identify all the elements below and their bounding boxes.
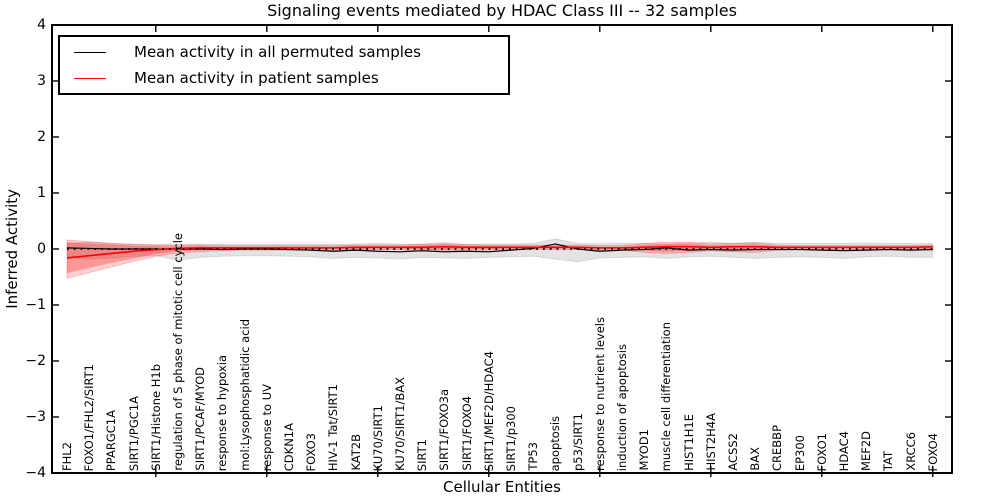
legend: Mean activity in all permuted samples Me… bbox=[58, 35, 510, 95]
x-tick-label: BAX bbox=[748, 447, 763, 471]
x-tick-label: FHL2 bbox=[60, 442, 74, 471]
y-tick-label: −3 bbox=[25, 409, 46, 425]
patient-line-swatch bbox=[74, 77, 106, 79]
x-tick-label: FOXO4 bbox=[925, 432, 940, 471]
x-tick-label: SIRT1/p300 bbox=[504, 405, 518, 471]
x-tick-label: ACSS2 bbox=[726, 433, 740, 471]
y-tick-label: 2 bbox=[37, 129, 46, 145]
x-tick-label: KU70/SIRT1 bbox=[370, 404, 385, 471]
x-tick-label: TP53 bbox=[526, 442, 541, 471]
x-tick-label: induction of apoptosis bbox=[615, 343, 629, 471]
y-tick-label: −1 bbox=[25, 297, 46, 313]
legend-label-permuted: Mean activity in all permuted samples bbox=[134, 42, 421, 61]
x-tick-label: HIST2H4A bbox=[703, 413, 718, 471]
x-tick-label: TAT bbox=[881, 450, 896, 471]
x-tick-label: MEF2D bbox=[859, 431, 874, 471]
y-tick-label: 0 bbox=[37, 241, 46, 257]
x-tick-label: regulation of S phase of mitotic cell cy… bbox=[171, 233, 185, 471]
x-tick-label: CDKN1A bbox=[282, 422, 296, 471]
x-tick-label: XRCC6 bbox=[903, 432, 918, 471]
x-tick-label: FOXO1/FHL2/SIRT1 bbox=[82, 363, 97, 471]
y-tick-label: −4 bbox=[25, 465, 46, 481]
x-tick-label: FOXO1 bbox=[814, 432, 829, 471]
x-tick-label: SIRT1/FOXO4 bbox=[459, 396, 474, 471]
x-tick-label: SIRT1/Histone H1b bbox=[148, 364, 163, 471]
x-tick-label: response to UV bbox=[259, 383, 274, 471]
x-tick-label: SIRT1 bbox=[415, 438, 430, 471]
x-tick-label: response to hypoxia bbox=[215, 354, 230, 471]
permuted-line-swatch bbox=[74, 51, 106, 53]
x-tick-label: apoptosis bbox=[548, 415, 563, 471]
x-tick-label: SIRT1/FOXO3a bbox=[437, 389, 452, 471]
x-axis-label: Cellular Entities bbox=[443, 478, 561, 496]
x-tick-label: PPARGC1A bbox=[104, 409, 119, 471]
legend-row-patient: Mean activity in patient samples bbox=[74, 68, 508, 87]
x-tick-label: HDAC4 bbox=[837, 430, 851, 471]
x-tick-label: SIRT1/PGC1A bbox=[126, 395, 141, 471]
y-tick-label: −2 bbox=[25, 353, 46, 369]
x-tick-label: KU70/SIRT1/BAX bbox=[393, 377, 407, 471]
x-tick-label: muscle cell differentiation bbox=[659, 321, 674, 471]
x-tick-label: SIRT1/MEF2D/HDAC4 bbox=[481, 350, 496, 471]
x-tick-label: CREBBP bbox=[770, 425, 785, 471]
legend-row-permuted: Mean activity in all permuted samples bbox=[74, 42, 508, 61]
x-tick-label: MYOD1 bbox=[637, 429, 652, 471]
x-tick-label: mol:Lysophosphatidic acid bbox=[237, 319, 252, 471]
x-tick-label: FOXO3 bbox=[304, 432, 319, 471]
patient-mean-line bbox=[66, 245, 933, 259]
patient-envelope-inner-band bbox=[67, 242, 933, 274]
x-tick-label: HIST1H1E bbox=[681, 414, 696, 471]
chart-title: Signaling events mediated by HDAC Class … bbox=[267, 1, 737, 20]
x-tick-label: KAT2B bbox=[348, 434, 363, 471]
x-tick-label: p53/SIRT1 bbox=[570, 413, 585, 471]
y-tick-label: 3 bbox=[37, 73, 46, 89]
x-tick-label: HIV-1 Tat/SIRT1 bbox=[326, 383, 341, 471]
y-tick-label: 1 bbox=[37, 185, 46, 201]
y-tick-label: 4 bbox=[37, 17, 46, 33]
x-tick-label: response to nutrient levels bbox=[592, 317, 607, 471]
x-tick-label: SIRT1/PCAF/MYOD bbox=[193, 367, 208, 471]
legend-label-patient: Mean activity in patient samples bbox=[134, 68, 379, 87]
x-tick-label: EP300 bbox=[792, 434, 807, 471]
